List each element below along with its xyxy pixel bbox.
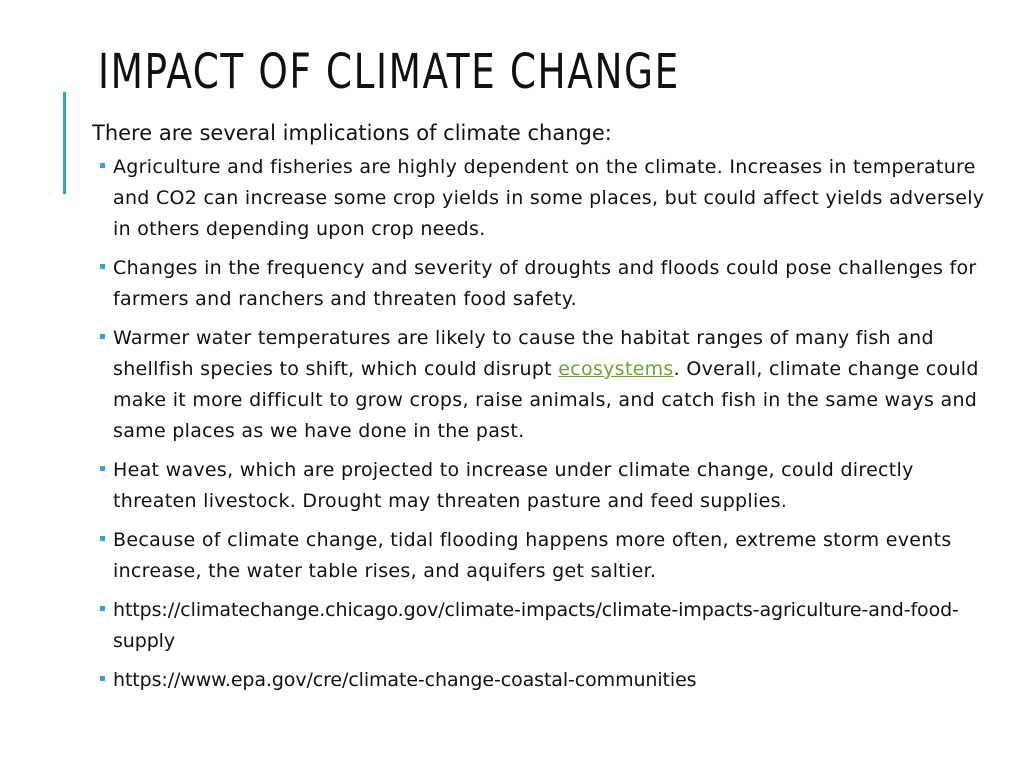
bullet-text-before-link: Warmer water temperatures are likely to … [113, 327, 934, 380]
square-bullet-icon [100, 676, 105, 681]
square-bullet-icon [100, 466, 105, 471]
bullet-item-heat-waves: Heat waves, which are projected to incre… [92, 455, 1002, 517]
slide-title: Impact of Climate Change [98, 44, 680, 100]
slide-content: There are several implications of climat… [92, 118, 1002, 704]
square-bullet-icon [100, 334, 105, 339]
bullet-item-water-temperatures: Warmer water temperatures are likely to … [92, 323, 1002, 447]
source-url-text: https://climatechange.chicago.gov/climat… [113, 599, 959, 652]
source-url-text: https://www.epa.gov/cre/climate-change-c… [113, 669, 697, 691]
square-bullet-icon [100, 163, 105, 168]
intro-text: There are several implications of climat… [92, 121, 612, 145]
square-bullet-icon [100, 536, 105, 541]
bullet-text: Changes in the frequency and severity of… [113, 257, 977, 310]
square-bullet-icon [100, 606, 105, 611]
accent-bar [63, 92, 66, 194]
bullet-text: Because of climate change, tidal floodin… [113, 529, 952, 582]
bullet-text: Agriculture and fisheries are highly dep… [113, 156, 985, 240]
bullet-item-source-chicago: https://climatechange.chicago.gov/climat… [92, 595, 1002, 657]
bullet-item-source-epa: https://www.epa.gov/cre/climate-change-c… [92, 665, 1002, 696]
bullet-text-after-link: . Overall, climate change could make it … [113, 358, 979, 442]
bullet-text: Heat waves, which are projected to incre… [113, 459, 914, 512]
bullet-item-droughts: Changes in the frequency and severity of… [92, 253, 1002, 315]
square-bullet-icon [100, 264, 105, 269]
bullet-item-agriculture: Agriculture and fisheries are highly dep… [92, 152, 1002, 245]
bullet-item-tidal-flooding: Because of climate change, tidal floodin… [92, 525, 1002, 587]
bullet-list: Agriculture and fisheries are highly dep… [92, 152, 1002, 696]
ecosystems-link[interactable]: ecosystems [558, 358, 674, 380]
